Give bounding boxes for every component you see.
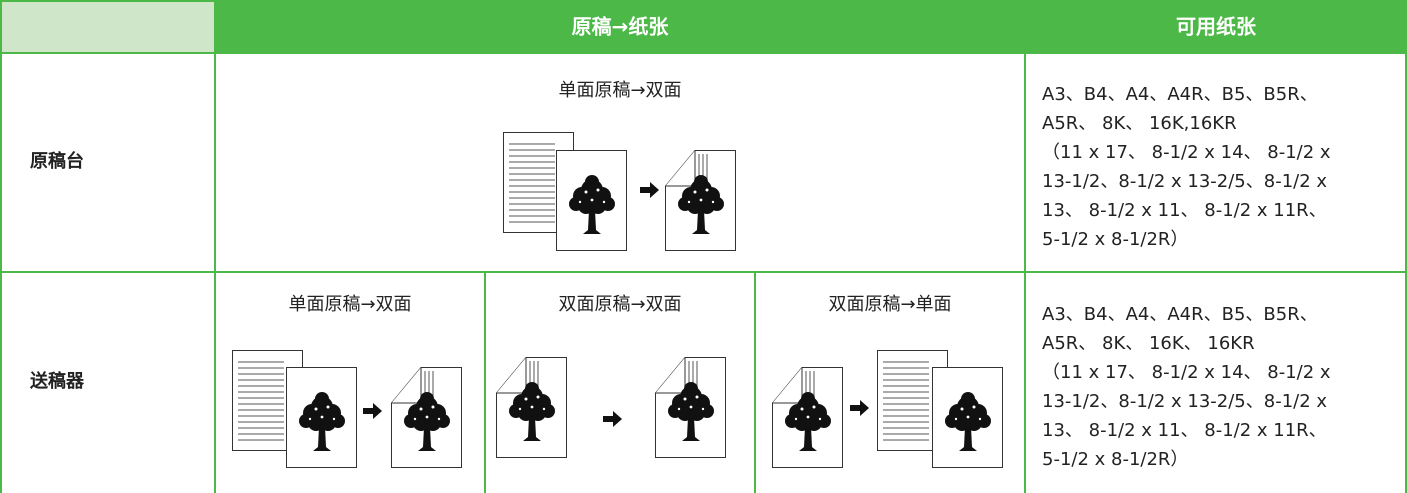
header: 原稿→纸张 [572, 15, 670, 39]
row-label: 送稿器 [29, 370, 85, 392]
paper-line: A5R、 8K、 16K,16KR [1042, 113, 1237, 134]
mode-label: 双面原稿→双面 [558, 294, 681, 315]
paper-line: 13、 8-1/2 x 11、 8-1/2 x 11R、 [1042, 420, 1327, 441]
mode-label: 单面原稿→双面 [558, 80, 681, 101]
header-bar [215, 0, 1407, 53]
paper-line: 13-1/2、8-1/2 x 13-2/5、8-1/2 x [1042, 171, 1327, 192]
mode-label: 单面原稿→双面 [288, 294, 411, 315]
paper-line: A3、B4、A4、A4R、B5、B5R、 [1042, 84, 1318, 105]
paper-line: 5-1/2 x 8-1/2R） [1042, 449, 1188, 470]
paper-line: 5-1/2 x 8-1/2R） [1042, 229, 1188, 250]
header: 可用纸张 [1176, 15, 1257, 39]
paper-line: （11 x 17、 8-1/2 x 14、 8-1/2 x [1042, 362, 1331, 383]
paper-line: A5R、 8K、 16K、 16KR [1042, 333, 1255, 354]
row-label: 原稿台 [30, 150, 84, 172]
paper-list: A3、B4、A4、A4R、B5、B5R、 A5R、 8K、 16K,16KR （11… [1042, 84, 1331, 470]
mode-label: 双面原稿→单面 [828, 294, 951, 315]
paper-line: A3、B4、A4、A4R、B5、B5R、 [1042, 304, 1318, 325]
paper-line: （11 x 17、 8-1/2 x 14、 8-1/2 x [1042, 142, 1331, 163]
header-corner [0, 0, 215, 53]
paper-line: 13、 8-1/2 x 11、 8-1/2 x 11R、 [1042, 200, 1327, 221]
paper-line: 13-1/2、8-1/2 x 13-2/5、8-1/2 x [1042, 391, 1327, 412]
